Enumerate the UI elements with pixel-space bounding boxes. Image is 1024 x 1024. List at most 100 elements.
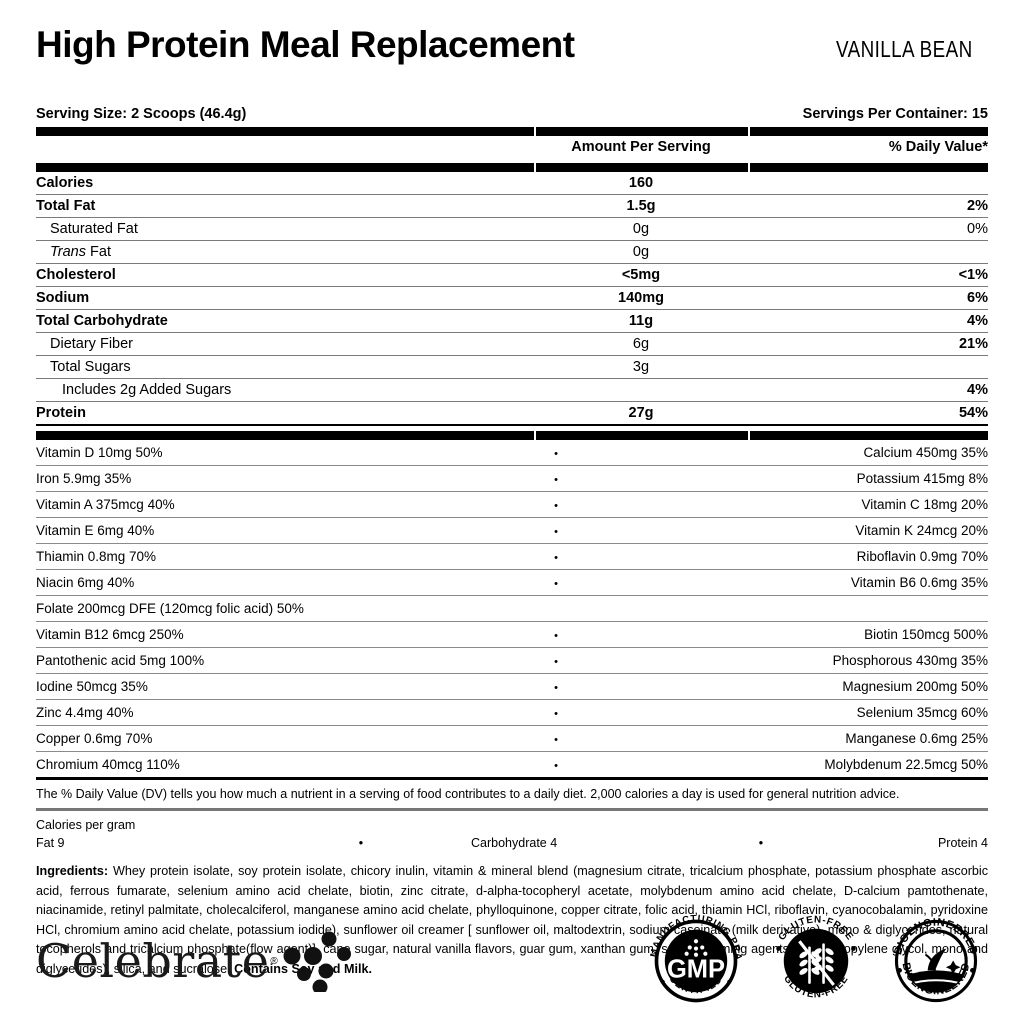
calories-per-gram-carbohydrate: Carbohydrate 4 [471,836,558,850]
ingredients-paragraph: Ingredients: Whey protein isolate, soy p… [36,862,988,979]
nutrient-row: Total Fat 1.5g 2% [36,194,988,218]
vitamin-right-entry: Vitamin K 24mcg 20% [586,517,988,544]
bullet-separator-icon: • [526,465,586,492]
nutrient-name: Includes 2g Added Sugars [36,378,534,402]
daily-value-footnote: The % Daily Value (DV) tells you how muc… [36,780,988,811]
nutrient-name: Cholesterol [36,263,534,287]
vitamin-right-entry: Potassium 415mg 8% [586,465,988,492]
nutrient-name: Dietary Fiber [36,332,534,356]
nutrient-amount: 160 [534,172,748,195]
nutrient-row: Saturated Fat 0g 0% [36,217,988,241]
bullet-separator-icon: • [526,673,586,700]
calories-per-gram-protein: Protein 4 [937,836,988,850]
nutrient-daily-value: 6% [748,286,988,310]
nutrient-row: Dietary Fiber 6g 21% [36,332,988,356]
vitamin-row: Iron 5.9mg 35% • Potassium 415mg 8% [36,465,988,492]
vitamin-left-entry: Vitamin D 10mg 50% [36,440,526,466]
header-bar-bottom [36,163,988,172]
vitamin-left-entry: Pantothenic acid 5mg 100% [36,647,526,674]
bullet-separator-icon: • [358,836,364,850]
bullet-separator-icon: • [526,621,586,648]
amount-per-serving-header: Amount Per Serving [571,139,711,155]
ingredients-label: Ingredients: [36,864,109,878]
vitamin-right-entry: Calcium 450mg 35% [586,440,988,466]
vitamin-mineral-table: Vitamin D 10mg 50% • Calcium 450mg 35% Iron… [36,440,988,777]
vitamin-row: Copper 0.6mg 70% • Manganese 0.6mg 25% [36,725,988,752]
nutrient-daily-value [748,240,988,264]
calories-per-gram-title: Calories per gram [36,818,136,832]
vitamin-right-entry: Phosphorous 430mg 35% [586,647,988,674]
nutrient-row: Sodium 140mg 6% [36,286,988,310]
nutrient-name: Total Carbohydrate [36,309,534,333]
vitamin-left-entry: Niacin 6mg 40% [36,569,526,596]
bullet-separator-icon: • [526,725,586,752]
nutrient-daily-value [748,172,988,195]
header-bar-top [36,127,988,136]
vitamin-left-entry: Chromium 40mcg 110% [36,757,180,772]
nutrient-name: Calories [36,172,534,195]
nutrient-row: Trans Fat 0g [36,240,988,264]
nutrient-daily-value: 21% [748,332,988,356]
label-header: High Protein Meal Replacement VANILLA BE… [36,26,988,78]
nutrient-daily-value: 0% [748,217,988,241]
nutrient-row: Protein 27g 54% [36,401,988,426]
nutrient-daily-value: 2% [748,194,988,218]
bullet-separator-icon: • [526,543,586,570]
nutrient-name: Sodium [36,286,534,310]
bullet-separator-icon: • [526,491,586,518]
nutrient-table: Calories 160 Total Fat 1.5g 2% Saturated Fat 0… [36,172,988,426]
vitamin-right-entry: Biotin 150mcg 500% [586,621,988,648]
nutrient-amount: 6g [534,332,748,356]
vitamin-row: Zinc 4.4mg 40% • Selenium 35mcg 60% [36,699,988,726]
bullet-separator-icon: • [526,440,586,466]
bioengineered-badge-icon: BIOENGINEERED BIOENGINEERED [892,916,980,1003]
brand-name: Celebrate [36,934,270,988]
nutrient-daily-value: 4% [748,309,988,333]
gluten-free-badge-icon: GLUTEN-FREE GLUTEN-FREE [776,914,856,1001]
bullet-separator-icon: • [526,517,586,544]
nutrient-daily-value [748,355,988,379]
daily-value-header: % Daily Value* [888,139,988,155]
bullet-separator-icon: • [554,760,558,772]
vitamin-left-entry: Vitamin B12 6mcg 250% [36,621,526,648]
bullet-separator-icon-2: • [758,836,764,850]
nutrient-amount: 1.5g [534,194,748,218]
nutrient-amount: 0g [534,217,748,241]
vitamin-right-entry: Magnesium 200mg 50% [586,673,988,700]
vitamin-right-entry: Molybdenum 22.5mcg 50% [824,757,988,772]
nutrient-amount: <5mg [534,263,748,287]
vitamin-right-entry: Vitamin C 18mg 20% [586,491,988,518]
page-title: High Protein Meal Replacement [36,24,575,65]
vitamin-row: Folate 200mcg DFE (120mcg folic acid) 50… [36,595,988,622]
vitamin-left-entry: Zinc 4.4mg 40% [36,699,526,726]
vitamin-row: Vitamin B12 6mcg 250% • Biotin 150mcg 500% [36,621,988,648]
vitamin-row: Vitamin D 10mg 50% • Calcium 450mg 35% [36,440,988,466]
nutrient-row: Total Sugars 3g [36,355,988,379]
vitamin-row: Vitamin E 6mg 40% • Vitamin K 24mcg 20% [36,517,988,544]
vitamin-row: Chromium 40mcg 110% • Molybdenum 22.5mcg 5… [36,752,988,778]
vitamin-row: Vitamin A 375mcg 40% • Vitamin C 18mg 20% [36,491,988,518]
nutrient-name: Protein [36,401,534,426]
certification-badges: GOOD MANUFACTURING PRACTICE CERTIFIED GM… [644,909,988,1013]
vitamin-left-entry: Thiamin 0.8mg 70% [36,543,526,570]
nutrient-daily-value: 54% [748,401,988,426]
vitamin-row: Pantothenic acid 5mg 100% • Phosphorous 43… [36,647,988,674]
vitamin-left-entry: Copper 0.6mg 70% [36,725,526,752]
brand-logo: Celebrate ® [36,930,356,992]
nutrient-row: Cholesterol <5mg <1% [36,263,988,287]
vitamin-right-entry: Riboflavin 0.9mg 70% [586,543,988,570]
svg-text:BIOENGINEERED: BIOENGINEERED [892,916,980,956]
vitamin-row: Niacin 6mg 40% • Vitamin B6 0.6mg 35% [36,569,988,596]
vitamin-left-entry: Vitamin E 6mg 40% [36,517,526,544]
vitamin-right-entry: Vitamin B6 0.6mg 35% [586,569,988,596]
nutrient-name: Total Sugars [36,355,534,379]
nutrient-column-headers: Amount Per Serving % Daily Value* [36,136,988,158]
bullet-separator-icon: • [526,699,586,726]
calories-per-gram-fat: Fat 9 [36,836,65,850]
vitamin-left-entry: Iron 5.9mg 35% [36,465,526,492]
vitamin-right-entry [586,595,988,622]
vitamin-row: Iodine 50mcg 35% • Magnesium 200mg 50% [36,673,988,700]
nutrient-row: Includes 2g Added Sugars 4% [36,378,988,402]
nutrient-daily-value: 4% [748,378,988,402]
